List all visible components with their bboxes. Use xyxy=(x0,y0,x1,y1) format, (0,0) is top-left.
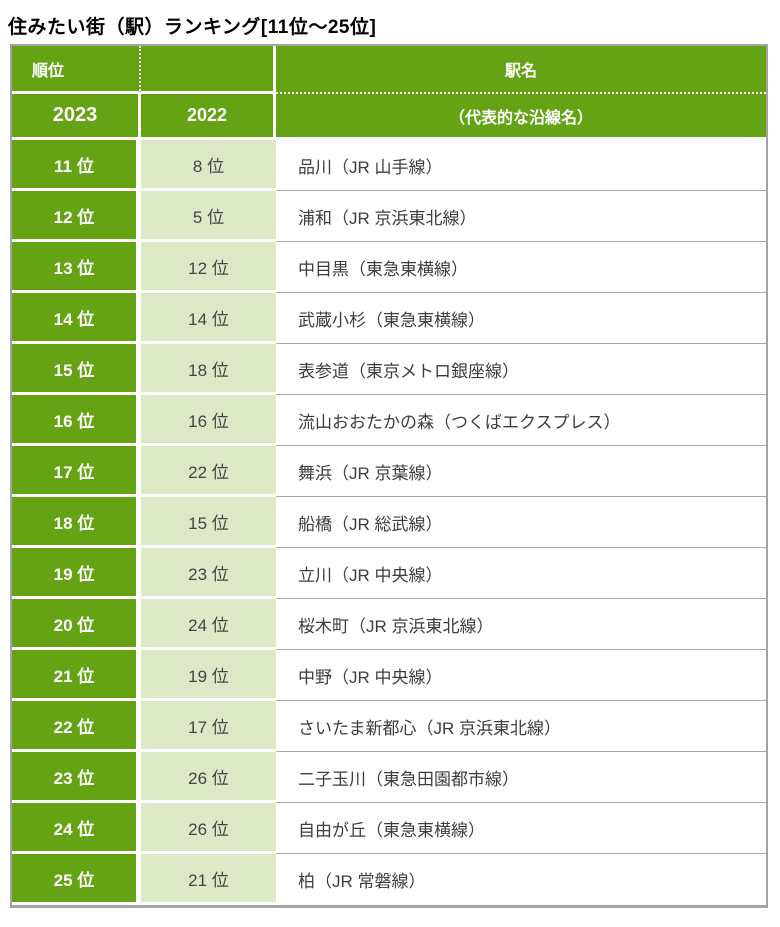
rank-2023-cell: 15 位 xyxy=(12,344,141,395)
rank-2022-cell: 22 位 xyxy=(141,446,276,497)
table-header-row-2: 2023 2022 （代表的な沿線名） xyxy=(12,94,766,140)
rank-2023-cell: 25 位 xyxy=(12,854,141,905)
station-cell: 自由が丘（東急東横線） xyxy=(276,803,766,854)
table-header-row-1: 順位 駅名 xyxy=(12,46,766,94)
rank-2023-cell: 23 位 xyxy=(12,752,141,803)
table-row: 19 位 23 位 立川（JR 中央線） xyxy=(12,548,766,599)
rank-2023-cell: 19 位 xyxy=(12,548,141,599)
rank-2022-cell: 19 位 xyxy=(141,650,276,701)
rank-2023-cell: 22 位 xyxy=(12,701,141,752)
table-row: 24 位 26 位 自由が丘（東急東横線） xyxy=(12,803,766,854)
station-cell: さいたま新都心（JR 京浜東北線） xyxy=(276,701,766,752)
rank-2022-cell: 24 位 xyxy=(141,599,276,650)
rank-2023-cell: 24 位 xyxy=(12,803,141,854)
header-rank-label: 順位 xyxy=(12,46,141,94)
rank-2023-cell: 11 位 xyxy=(12,140,141,191)
table-row: 22 位 17 位 さいたま新都心（JR 京浜東北線） xyxy=(12,701,766,752)
table-row: 13 位 12 位 中目黒（東急東横線） xyxy=(12,242,766,293)
station-cell: 中目黒（東急東横線） xyxy=(276,242,766,293)
rank-2022-cell: 26 位 xyxy=(141,752,276,803)
rank-2022-cell: 26 位 xyxy=(141,803,276,854)
station-cell: 舞浜（JR 京葉線） xyxy=(276,446,766,497)
rank-2022-cell: 18 位 xyxy=(141,344,276,395)
page-title: 住みたい街（駅）ランキング[11位～25位] xyxy=(8,17,377,38)
station-cell: 中野（JR 中央線） xyxy=(276,650,766,701)
table-row: 15 位 18 位 表参道（東京メトロ銀座線） xyxy=(12,344,766,395)
rank-2023-cell: 13 位 xyxy=(12,242,141,293)
station-cell: 品川（JR 山手線） xyxy=(276,140,766,191)
station-cell: 浦和（JR 京浜東北線） xyxy=(276,191,766,242)
rank-2022-cell: 23 位 xyxy=(141,548,276,599)
table-row: 12 位 5 位 浦和（JR 京浜東北線） xyxy=(12,191,766,242)
rank-2023-cell: 14 位 xyxy=(12,293,141,344)
table-row: 21 位 19 位 中野（JR 中央線） xyxy=(12,650,766,701)
rank-2023-cell: 17 位 xyxy=(12,446,141,497)
station-cell: 立川（JR 中央線） xyxy=(276,548,766,599)
rank-2022-cell: 17 位 xyxy=(141,701,276,752)
table-row: 18 位 15 位 船橋（JR 総武線） xyxy=(12,497,766,548)
station-cell: 表参道（東京メトロ銀座線） xyxy=(276,344,766,395)
header-line-label: （代表的な沿線名） xyxy=(276,94,766,140)
station-cell: 流山おおたかの森（つくばエクスプレス） xyxy=(276,395,766,446)
table-row: 16 位 16 位 流山おおたかの森（つくばエクスプレス） xyxy=(12,395,766,446)
rank-2023-cell: 20 位 xyxy=(12,599,141,650)
station-cell: 桜木町（JR 京浜東北線） xyxy=(276,599,766,650)
rank-2022-cell: 16 位 xyxy=(141,395,276,446)
rank-2022-cell: 14 位 xyxy=(141,293,276,344)
table-row: 23 位 26 位 二子玉川（東急田園都市線） xyxy=(12,752,766,803)
station-cell: 二子玉川（東急田園都市線） xyxy=(276,752,766,803)
rank-2023-cell: 18 位 xyxy=(12,497,141,548)
station-cell: 柏（JR 常磐線） xyxy=(276,854,766,905)
rank-2022-cell: 15 位 xyxy=(141,497,276,548)
table-row: 14 位 14 位 武蔵小杉（東急東横線） xyxy=(12,293,766,344)
rank-2023-cell: 12 位 xyxy=(12,191,141,242)
rank-2023-cell: 21 位 xyxy=(12,650,141,701)
rank-2022-cell: 8 位 xyxy=(141,140,276,191)
station-cell: 武蔵小杉（東急東横線） xyxy=(276,293,766,344)
table-row: 11 位 8 位 品川（JR 山手線） xyxy=(12,140,766,191)
table-row: 20 位 24 位 桜木町（JR 京浜東北線） xyxy=(12,599,766,650)
table-row: 25 位 21 位 柏（JR 常磐線） xyxy=(12,854,766,905)
header-year-2023: 2023 xyxy=(12,94,141,140)
rank-2022-cell: 12 位 xyxy=(141,242,276,293)
rank-2023-cell: 16 位 xyxy=(12,395,141,446)
ranking-table: 順位 駅名 2023 2022 （代表的な沿線名） 11 位 8 位 品川（JR… xyxy=(10,44,768,908)
header-year-2022: 2022 xyxy=(141,94,276,140)
rank-2022-cell: 5 位 xyxy=(141,191,276,242)
rank-2022-cell: 21 位 xyxy=(141,854,276,905)
table-row: 17 位 22 位 舞浜（JR 京葉線） xyxy=(12,446,766,497)
header-station-label: 駅名 xyxy=(276,46,766,94)
header-blank-cell xyxy=(141,46,276,94)
station-cell: 船橋（JR 総武線） xyxy=(276,497,766,548)
